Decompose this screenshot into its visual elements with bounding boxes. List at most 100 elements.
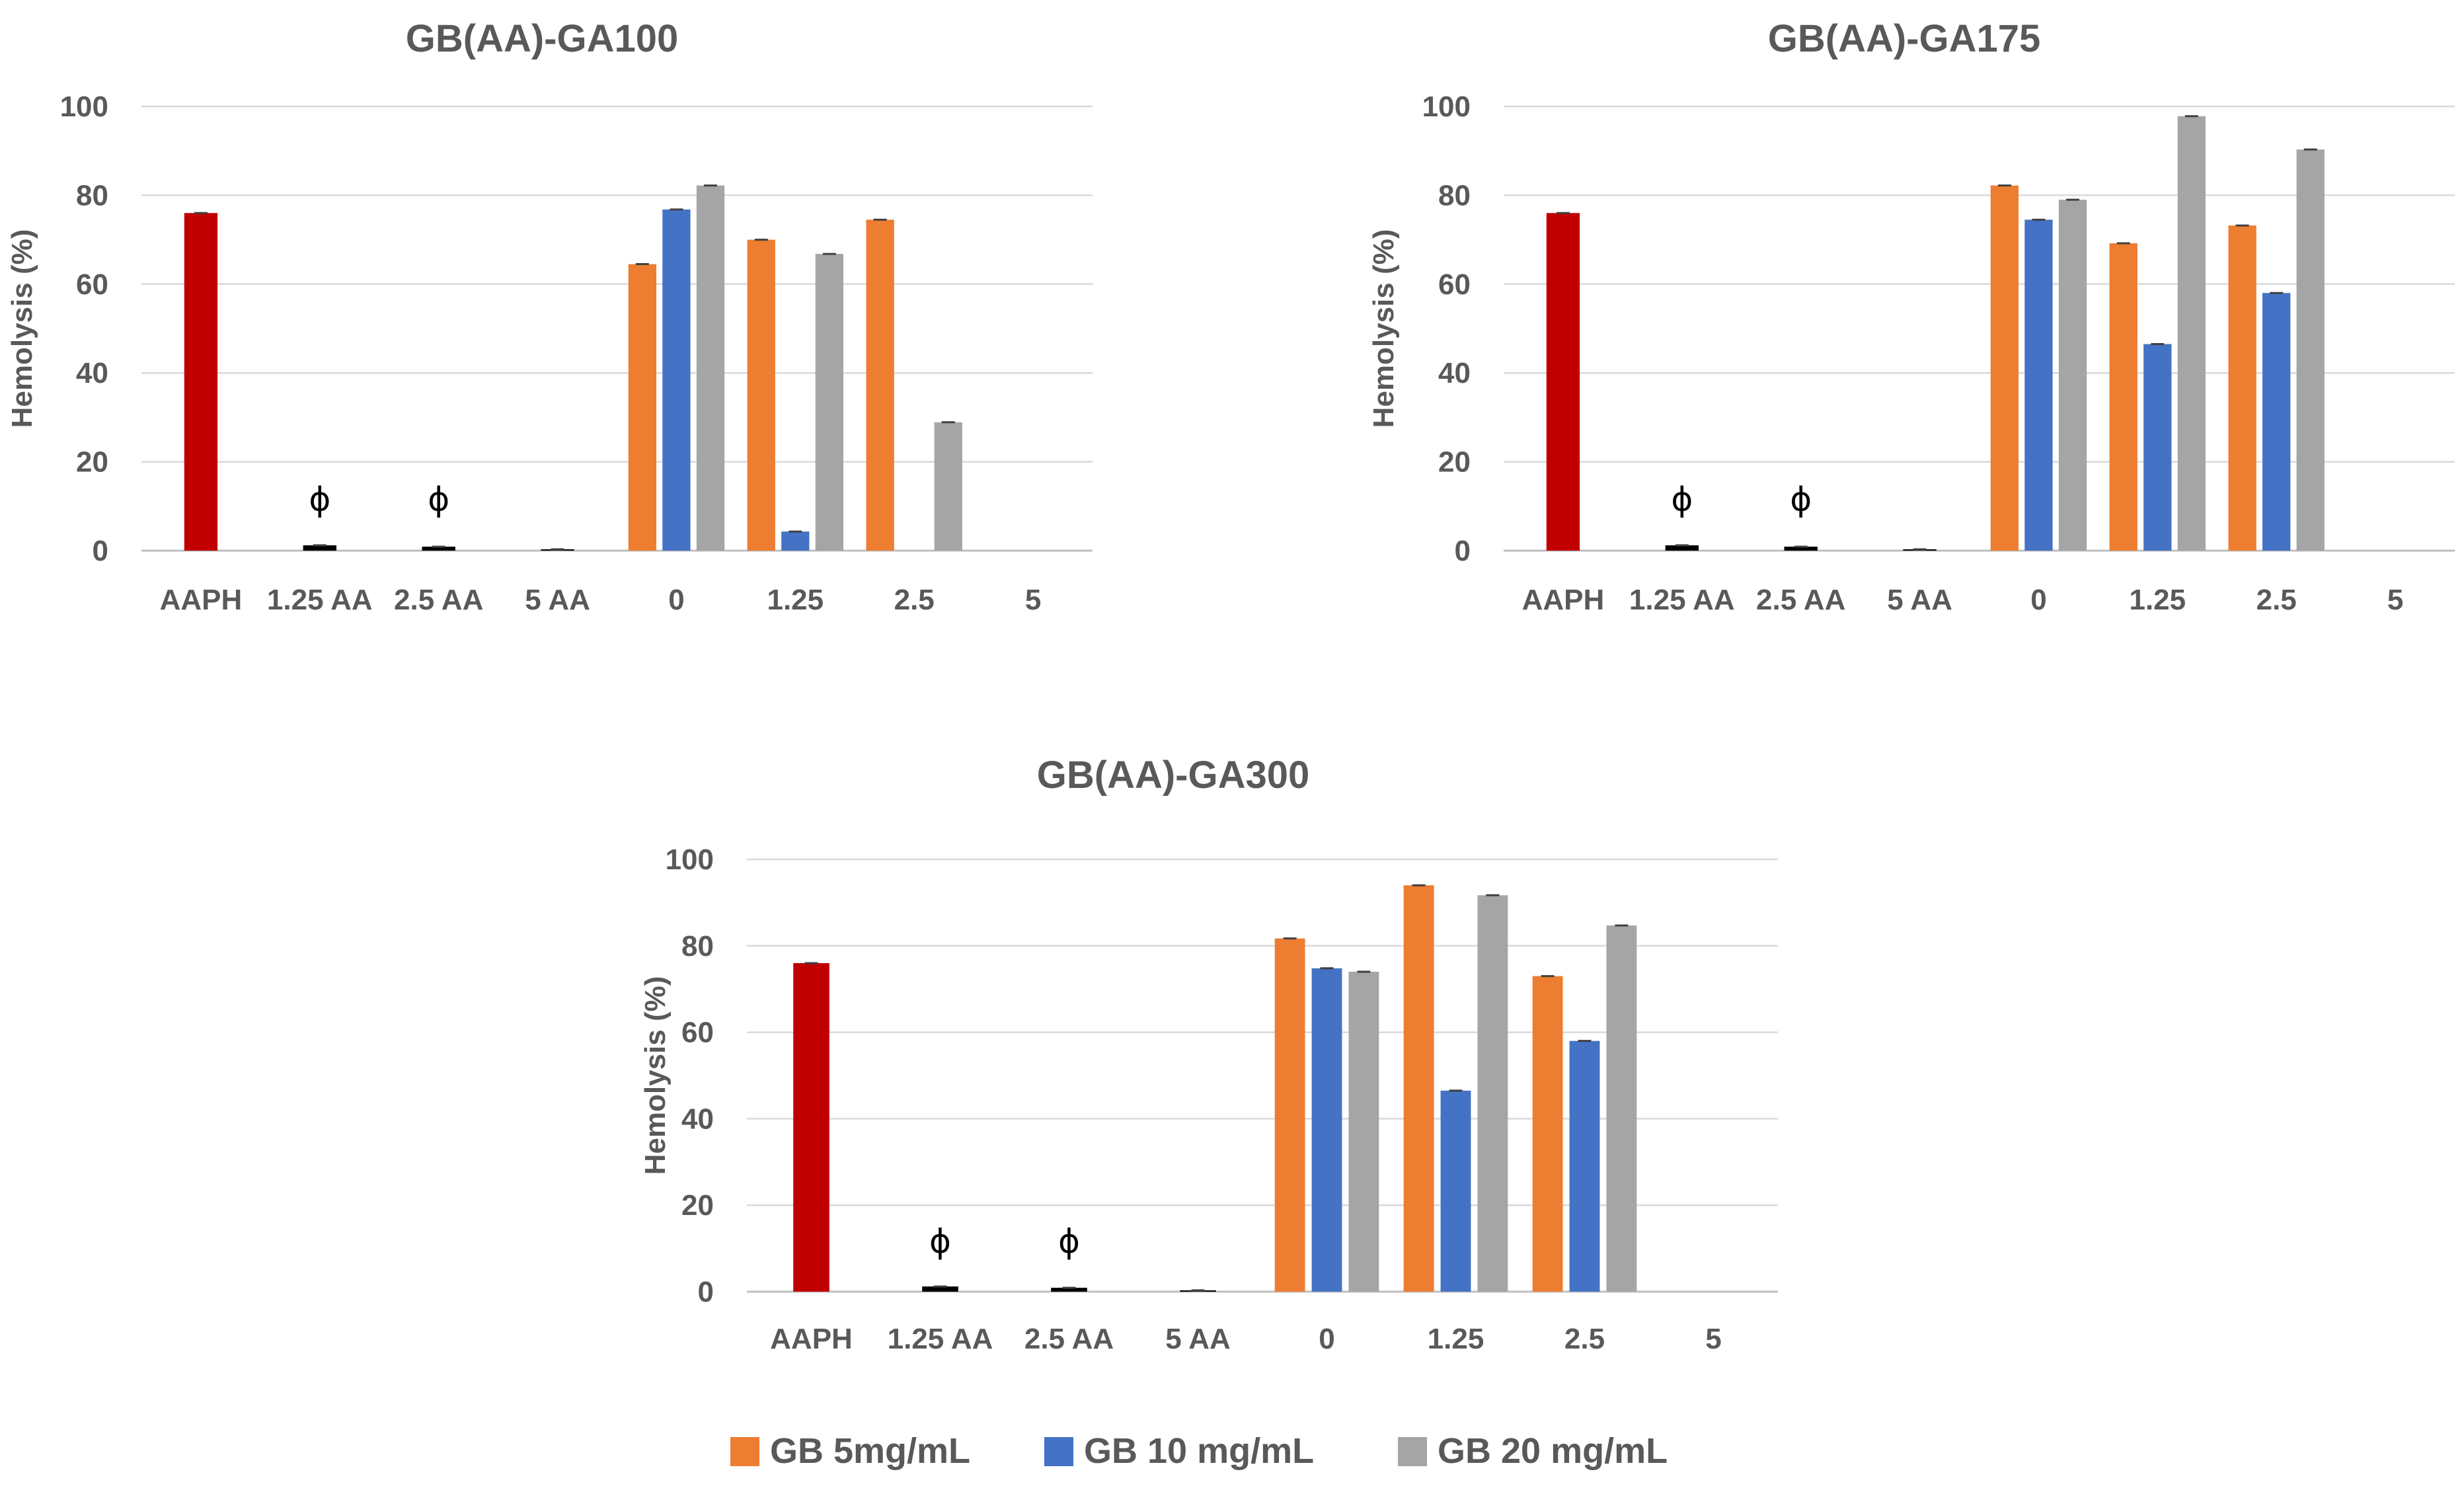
bar-gb-20-mg-ml-1-25 xyxy=(1477,895,1508,1292)
x-tick-label: 2.5 AA xyxy=(1756,584,1845,616)
bar-gb-20-mg-ml-0 xyxy=(696,185,725,551)
legend-swatch-gb-20-mg-ml xyxy=(1398,1437,1427,1466)
x-tick-label: 2.5 xyxy=(1564,1323,1605,1355)
bar-gb-10-mg-ml-2-5 xyxy=(2262,293,2291,551)
bar-gb-20-mg-ml-2-5 xyxy=(2296,149,2325,551)
x-tick-label: 5 xyxy=(1705,1323,1721,1355)
y-tick-label: 60 xyxy=(76,268,108,301)
bar-gb-20-mg-ml-0 xyxy=(1348,972,1379,1292)
bar-gb-10-mg-ml-1-25 xyxy=(781,531,810,551)
x-tick-label: 1.25 AA xyxy=(267,584,373,616)
y-tick-label: 60 xyxy=(1438,268,1471,301)
phi-annotation: ϕ xyxy=(1790,481,1812,519)
x-tick-label: 2.5 AA xyxy=(1024,1323,1114,1355)
bar-gb-5mg-ml-0 xyxy=(1274,938,1305,1292)
bar-gb-5mg-ml-1-25 xyxy=(747,239,775,551)
y-tick-label: 80 xyxy=(681,930,714,962)
bar-gb-20-mg-ml-1-25 xyxy=(815,254,844,551)
bar-control-1-25-aa xyxy=(303,545,336,551)
x-tick-label: AAPH xyxy=(770,1323,853,1355)
x-tick-label: 5 xyxy=(2387,584,2403,616)
y-axis-label: Hemolysis (%) xyxy=(639,976,672,1175)
bar-control-aaph xyxy=(184,213,218,551)
bar-control-2-5-aa xyxy=(422,546,455,551)
bar-gb-5mg-ml-2-5 xyxy=(866,219,894,551)
chart-title: GB(AA)-GA175 xyxy=(1768,17,2041,60)
legend: GB 5mg/mL GB 10 mg/mL GB 20 mg/mL xyxy=(730,1431,1668,1471)
x-tick-label: 5 AA xyxy=(1165,1323,1231,1355)
y-tick-label: 100 xyxy=(1422,91,1471,123)
bar-control-2-5-aa xyxy=(1051,1288,1087,1292)
chart-gb-aa-ga175: GB(AA)-GA175 0 20 40 60 80 100 Hemolysis (%) AAP… xyxy=(1367,17,2455,616)
legend-label: GB 20 mg/mL xyxy=(1438,1431,1668,1471)
x-tick-label: 1.25 xyxy=(767,584,824,616)
legend-label: GB 5mg/mL xyxy=(770,1431,970,1471)
x-tick-label: 1.25 AA xyxy=(888,1323,993,1355)
bar-gb-10-mg-ml-1-25 xyxy=(2143,344,2172,551)
legend-label: GB 10 mg/mL xyxy=(1084,1431,1314,1471)
bar-gb-10-mg-ml-1-25 xyxy=(1440,1090,1471,1292)
bar-control-2-5-aa xyxy=(1784,546,1818,551)
phi-annotation: ϕ xyxy=(1058,1222,1080,1261)
bar-gb-5mg-ml-0 xyxy=(628,264,657,551)
bar-gb-10-mg-ml-2-5 xyxy=(1569,1040,1600,1292)
y-tick-label: 40 xyxy=(76,357,108,389)
x-tick-label: 2.5 AA xyxy=(394,584,483,616)
y-axis-label: Hemolysis (%) xyxy=(6,229,38,428)
bar-gb-5mg-ml-1-25 xyxy=(2109,243,2137,551)
y-tick-label: 100 xyxy=(666,843,714,876)
y-tick-label: 20 xyxy=(76,446,108,479)
bar-gb-10-mg-ml-0 xyxy=(662,209,691,551)
bar-gb-10-mg-ml-0 xyxy=(2024,219,2053,551)
bar-control-1-25-aa xyxy=(922,1286,958,1292)
bar-control-aaph xyxy=(793,962,829,1292)
bar-control-1-25-aa xyxy=(1665,545,1699,551)
x-tick-label: 5 AA xyxy=(1887,584,1952,616)
x-tick-label: 1.25 xyxy=(1428,1323,1484,1355)
y-tick-label: 40 xyxy=(1438,357,1471,389)
x-tick-label: 5 AA xyxy=(525,584,590,616)
y-tick-label: 20 xyxy=(681,1189,714,1222)
legend-swatch-gb-5mg-ml xyxy=(730,1437,759,1466)
phi-annotation: ϕ xyxy=(428,481,449,519)
x-tick-label: AAPH xyxy=(1522,584,1605,616)
x-tick-label: 1.25 xyxy=(2129,584,2186,616)
x-tick-label: 1.25 AA xyxy=(1629,584,1735,616)
y-tick-label: 40 xyxy=(681,1103,714,1135)
bar-gb-5mg-ml-2-5 xyxy=(1532,976,1563,1292)
legend-swatch-gb-10-mg-ml xyxy=(1044,1437,1073,1466)
y-axis-label: Hemolysis (%) xyxy=(1367,229,1400,428)
bar-gb-20-mg-ml-2-5 xyxy=(1606,925,1637,1292)
x-tick-label: 5 xyxy=(1025,584,1041,616)
chart-title: GB(AA)-GA100 xyxy=(406,17,679,60)
y-tick-label: 0 xyxy=(1455,535,1471,567)
chart-gb-aa-ga300: GB(AA)-GA300 0 20 40 60 80 100 Hemolysis (%) AAP… xyxy=(639,754,1778,1355)
x-tick-label: 0 xyxy=(2030,584,2046,616)
bar-gb-5mg-ml-0 xyxy=(1990,185,2019,551)
x-tick-label: AAPH xyxy=(160,584,243,616)
y-tick-label: 80 xyxy=(76,179,108,212)
y-tick-label: 100 xyxy=(60,91,108,123)
chart-gb-aa-ga100: GB(AA)-GA100 0 20 40 60 80 100 Hemolysis (%) AAP… xyxy=(6,17,1093,616)
bar-gb-5mg-ml-2-5 xyxy=(2228,225,2256,551)
y-tick-label: 80 xyxy=(1438,179,1471,212)
y-tick-label: 0 xyxy=(93,535,108,567)
y-tick-label: 0 xyxy=(698,1276,714,1308)
phi-annotation: ϕ xyxy=(309,481,330,519)
x-tick-label: 2.5 xyxy=(894,584,935,616)
bar-gb-20-mg-ml-2-5 xyxy=(934,422,962,551)
x-tick-label: 0 xyxy=(668,584,684,616)
bar-gb-20-mg-ml-0 xyxy=(2058,200,2087,551)
phi-annotation: ϕ xyxy=(1671,481,1693,519)
bar-gb-10-mg-ml-0 xyxy=(1311,968,1342,1292)
y-tick-label: 20 xyxy=(1438,446,1471,479)
x-tick-label: 0 xyxy=(1319,1323,1334,1355)
x-tick-label: 2.5 xyxy=(2256,584,2297,616)
phi-annotation: ϕ xyxy=(929,1222,951,1261)
y-tick-label: 60 xyxy=(681,1017,714,1049)
bar-gb-20-mg-ml-1-25 xyxy=(2177,116,2206,551)
bar-control-aaph xyxy=(1546,213,1580,551)
chart-title: GB(AA)-GA300 xyxy=(1037,754,1310,797)
bar-gb-5mg-ml-1-25 xyxy=(1403,885,1434,1292)
